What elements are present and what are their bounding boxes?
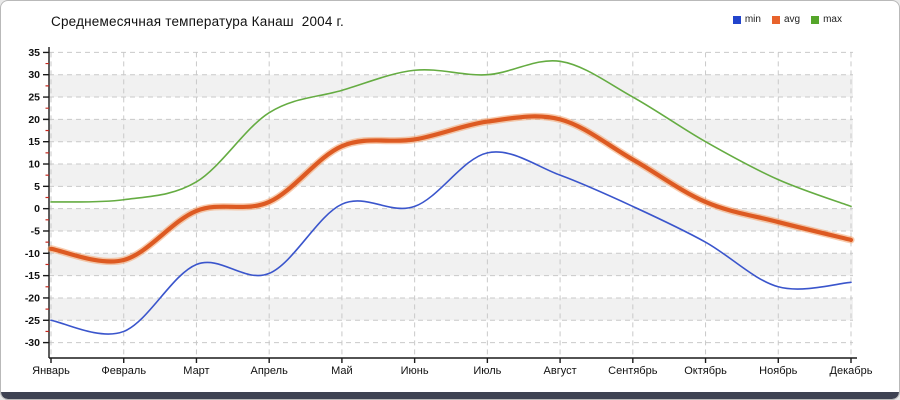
y-axis-label: 30 xyxy=(28,69,40,81)
legend-item-avg: avg xyxy=(771,14,801,25)
y-axis-label: 25 xyxy=(28,92,40,104)
x-axis-label: Октябрь xyxy=(684,365,727,377)
x-axis-label: Декабрь xyxy=(830,365,873,377)
series-min-line xyxy=(50,151,852,335)
y-axis-label: 35 xyxy=(28,47,40,59)
plot-band xyxy=(49,208,853,231)
x-axis-label: Январь xyxy=(32,365,70,377)
x-axis-label: Март xyxy=(183,365,209,377)
x-axis-label: Май xyxy=(331,365,353,377)
y-axis-label: -20 xyxy=(25,292,40,304)
plot-band xyxy=(49,297,853,321)
x-axis-label: Ноябрь xyxy=(759,365,797,377)
x-axis-label: Февраль xyxy=(101,365,146,377)
x-axis-label: Июнь xyxy=(401,365,429,377)
legend-item-max: max xyxy=(811,14,842,25)
legend-min-label: min xyxy=(744,14,761,25)
y-axis-label: 20 xyxy=(28,114,40,126)
y-axis-label: -25 xyxy=(25,315,40,327)
x-axis-label: Июль xyxy=(473,365,501,377)
series-max-line xyxy=(50,59,852,208)
y-axis-label: -30 xyxy=(25,337,40,349)
chart-title: Среднемесячная температура Канаш 2004 г. xyxy=(51,14,344,29)
legend-avg-label: avg xyxy=(783,14,801,25)
window-bottom-edge xyxy=(1,392,899,399)
legend-min-swatch-icon xyxy=(732,15,741,24)
y-axis-label: 0 xyxy=(34,203,40,215)
legend-avg-swatch-icon xyxy=(771,15,780,24)
y-axis-label: -15 xyxy=(25,270,40,282)
y-axis-label: 5 xyxy=(34,181,40,193)
legend-item-min: min xyxy=(732,14,761,25)
x-axis-label: Апрель xyxy=(251,365,289,377)
plot-band xyxy=(49,253,853,276)
series-avg-line xyxy=(48,114,854,264)
y-axis-label: 10 xyxy=(28,159,40,171)
plot-band xyxy=(49,164,853,187)
y-axis-label: 15 xyxy=(28,136,40,148)
legend: min avg max xyxy=(732,14,842,25)
legend-max-swatch-icon xyxy=(811,15,820,24)
x-axis-label: Сентябрь xyxy=(608,365,658,377)
legend-max-label: max xyxy=(823,14,842,25)
y-axis-label: -5 xyxy=(31,225,40,237)
x-axis-label: Август xyxy=(544,365,577,377)
y-axis-label: -10 xyxy=(25,248,40,260)
plot-band xyxy=(49,74,853,98)
